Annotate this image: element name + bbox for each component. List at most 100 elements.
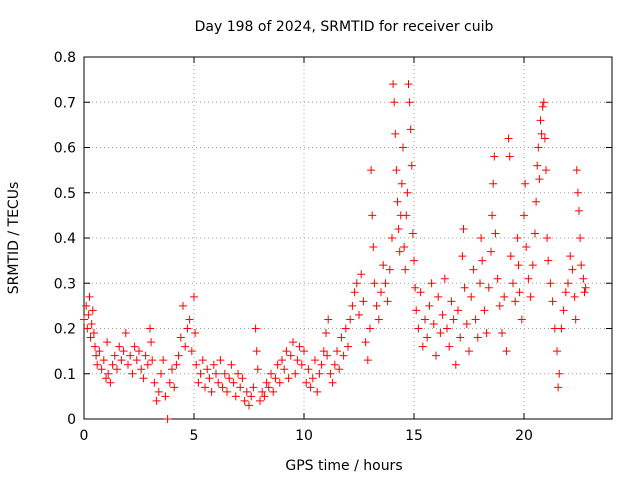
data-point xyxy=(251,324,260,333)
data-point xyxy=(543,234,552,242)
data-point xyxy=(110,351,119,360)
data-point xyxy=(89,329,98,338)
data-point xyxy=(458,252,467,261)
data-point xyxy=(324,315,333,324)
data-point xyxy=(346,315,355,324)
data-point xyxy=(500,292,509,301)
data-point xyxy=(465,347,473,356)
data-point xyxy=(216,356,225,365)
data-point xyxy=(531,229,539,238)
data-point xyxy=(454,306,462,315)
data-point xyxy=(566,252,575,261)
data-point xyxy=(447,297,456,306)
data-point xyxy=(322,329,330,338)
data-point xyxy=(212,369,220,378)
data-point xyxy=(117,356,126,365)
data-point xyxy=(520,211,528,220)
data-point xyxy=(337,333,346,342)
data-point xyxy=(159,356,168,365)
data-point xyxy=(282,347,291,356)
y-tick-label: 0.1 xyxy=(54,367,76,383)
data-point xyxy=(154,387,163,396)
data-point xyxy=(147,338,156,347)
data-point xyxy=(249,383,258,392)
data-point xyxy=(245,401,253,410)
data-point xyxy=(103,338,112,347)
data-point xyxy=(108,360,117,369)
data-point xyxy=(399,143,407,152)
data-point xyxy=(557,324,566,333)
data-point xyxy=(368,211,377,220)
data-point xyxy=(102,374,110,383)
data-point xyxy=(341,324,350,333)
data-point xyxy=(308,374,317,383)
data-point xyxy=(143,360,152,369)
data-point xyxy=(533,161,542,170)
data-point xyxy=(478,256,487,265)
data-point xyxy=(205,374,214,383)
data-point xyxy=(412,306,421,315)
data-point xyxy=(128,369,137,378)
data-point xyxy=(535,175,544,184)
data-point xyxy=(576,234,585,242)
data-point xyxy=(580,288,589,297)
data-point xyxy=(267,369,275,378)
data-point xyxy=(247,392,256,401)
data-point xyxy=(187,347,196,356)
data-point xyxy=(229,378,238,387)
y-tick-label: 0.7 xyxy=(54,95,76,111)
data-point xyxy=(295,342,304,351)
data-point xyxy=(130,342,139,351)
data-point xyxy=(506,252,515,261)
data-point xyxy=(477,234,486,242)
data-point xyxy=(304,365,313,374)
data-point xyxy=(280,365,289,374)
data-point xyxy=(522,243,531,252)
data-point xyxy=(504,134,513,143)
data-point xyxy=(467,292,476,301)
data-point xyxy=(306,383,315,392)
data-point xyxy=(126,351,135,360)
data-point xyxy=(328,378,337,387)
data-point xyxy=(302,378,311,387)
data-point xyxy=(286,351,295,360)
data-point xyxy=(542,166,550,175)
data-point xyxy=(462,319,471,328)
data-point xyxy=(581,283,590,292)
data-point xyxy=(291,369,300,378)
data-point xyxy=(93,360,102,369)
data-point xyxy=(284,374,293,383)
data-point xyxy=(236,383,245,392)
data-point xyxy=(227,360,236,369)
data-point xyxy=(218,383,227,392)
data-point xyxy=(260,392,269,401)
y-tick-label: 0.2 xyxy=(54,322,76,338)
data-point xyxy=(339,351,348,360)
data-point xyxy=(476,279,484,288)
data-point xyxy=(554,383,563,392)
data-point xyxy=(181,342,190,351)
data-point xyxy=(361,338,370,347)
data-point xyxy=(311,356,319,365)
data-point xyxy=(471,315,480,324)
data-point xyxy=(577,261,586,270)
data-point xyxy=(185,315,194,324)
data-point xyxy=(369,243,378,252)
data-point xyxy=(553,347,561,356)
data-point xyxy=(335,365,344,374)
data-point xyxy=(407,161,416,170)
x-tick-label: 20 xyxy=(515,428,533,444)
data-point xyxy=(319,347,328,356)
data-point xyxy=(223,387,231,396)
data-point xyxy=(148,356,157,365)
data-point xyxy=(416,288,425,297)
x-tick-label: 15 xyxy=(405,428,423,444)
data-point xyxy=(536,116,545,125)
y-tick-label: 0 xyxy=(67,412,76,428)
data-point xyxy=(524,274,533,283)
data-point xyxy=(438,310,447,319)
x-axis-label: GPS time / hours xyxy=(285,458,402,474)
data-point xyxy=(555,369,564,378)
data-point xyxy=(115,342,124,351)
data-point xyxy=(256,396,264,405)
